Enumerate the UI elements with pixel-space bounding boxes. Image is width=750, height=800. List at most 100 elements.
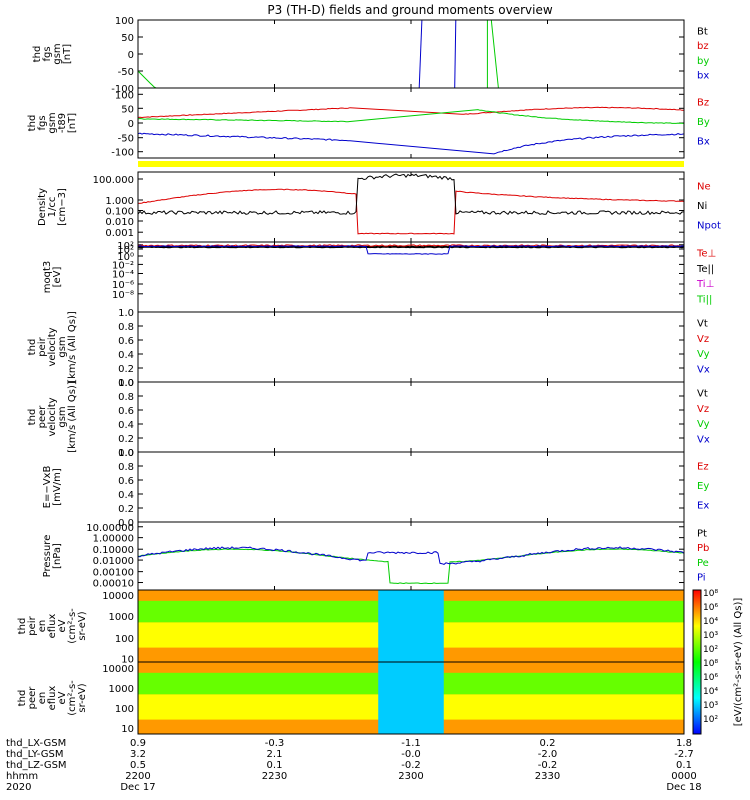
ytick-temp: 10⁻²: [112, 260, 134, 271]
legend-pressure: Pb: [697, 543, 709, 554]
legend-fgs-gsm-t89: By: [697, 117, 710, 128]
xaxis-value: 0.1: [267, 760, 283, 771]
xaxis-value: 2200: [125, 771, 150, 782]
legend-peer-vel: Vx: [697, 434, 710, 445]
legend-temp: Te||: [696, 264, 714, 275]
colorbar-tick: 10⁶: [703, 603, 718, 613]
ytick-fgs-gsm: 0: [128, 50, 134, 61]
ylabel-efield: E=−VxB: [42, 466, 53, 509]
legend-efield: Ex: [697, 501, 709, 512]
legend-peer-vel: Vz: [697, 404, 709, 415]
xaxis-value: 0.5: [130, 760, 146, 771]
ylabel-peir-vel: velocity: [47, 327, 58, 366]
ylabel-fgs-gsm-t89: -t89: [57, 113, 68, 133]
ytick-temp: 10⁻⁶: [112, 280, 134, 291]
ytick-peir-vel: 0.6: [118, 336, 134, 347]
ylabel-fgs-gsm: thd: [32, 46, 43, 63]
legend-efield: Ez: [697, 462, 709, 473]
colorbar-tick: 10²: [703, 645, 718, 655]
ytick-pressure: 0.10000: [93, 545, 134, 556]
ytick-efield: 1.0: [118, 448, 134, 459]
xaxis-row-label: hhmm: [6, 771, 38, 782]
xaxis-value: -2.0: [538, 749, 558, 760]
ytick-fgs-gsm-t89: 0: [128, 119, 134, 130]
ylabel-peer-vel: gsm: [57, 406, 68, 427]
flag-bar: [138, 161, 684, 167]
ytick-peer-en: 1000: [109, 684, 134, 695]
xaxis-value: 1.8: [676, 738, 692, 749]
colorbar-tick: 10³: [703, 701, 718, 711]
legend-peir-vel: Vy: [697, 349, 710, 360]
ytick-efield: 0.8: [118, 462, 134, 473]
ytick-density: 100.000: [93, 175, 134, 186]
panel-frame-fgs-gsm: [137, 19, 685, 89]
legend-fgs-gsm-t89: Bx: [697, 137, 710, 148]
ytick-peer-vel: 0.4: [118, 420, 134, 431]
pi-line: [137, 546, 685, 565]
ytick-peir-vel: 0.0: [118, 378, 134, 389]
ytick-fgs-gsm: 50: [121, 33, 134, 44]
ylabel-fgs-gsm-t89: thd: [27, 115, 38, 132]
colorbar-tick: 10³: [703, 631, 718, 641]
ylabel-pressure: [nPa]: [52, 543, 63, 569]
xaxis-value: -0.2: [538, 760, 558, 771]
ytick-peir-vel: 0.4: [118, 350, 134, 361]
ylabel-peir-en: sr-eV): [77, 611, 88, 640]
ylabel-peir-en: (cm²-s-: [67, 608, 78, 644]
panel-frame-peir-vel: [137, 311, 685, 383]
ytick-fgs-gsm-t89: 50: [121, 104, 134, 115]
xaxis-row-label: thd_LY-GSM: [6, 749, 63, 760]
panel-frame-fgs-gsm-t89: [137, 87, 685, 159]
ylabel-temp: moqt3: [42, 261, 53, 294]
ylabel-fgs-gsm: gsm: [52, 43, 63, 64]
colorbar-tick: 10⁴: [703, 617, 718, 627]
ylabel-efield: [mV/m]: [52, 468, 63, 506]
legend-fgs-gsm-t89: Bz: [697, 98, 709, 109]
colorbar-tick: 10⁶: [703, 673, 718, 683]
ytick-density: 0.100: [105, 207, 134, 218]
colorbar-tick: 10⁴: [703, 687, 718, 697]
ylabel-peer-vel: thd: [27, 409, 38, 426]
xaxis-value: -0.0: [401, 749, 421, 760]
legend-fgs-gsm: bz: [697, 41, 709, 52]
xaxis-value: -2.7: [674, 749, 694, 760]
colorbar-tick: 10⁸: [703, 659, 718, 669]
xaxis-value: -0.2: [401, 760, 421, 771]
ytick-peer-en: 10: [121, 724, 134, 735]
panel-frame-temp: [137, 241, 685, 313]
ylabel-peer-en: thd: [17, 690, 28, 707]
ytick-peer-en: 10000: [102, 664, 134, 675]
ytick-fgs-gsm-t89: -100: [111, 148, 134, 159]
ylabel-pressure: Pressure: [42, 535, 53, 578]
ytick-fgs-gsm: 100: [115, 16, 134, 27]
ylabel-fgs-gsm-t89: gsm: [47, 112, 58, 133]
ylabel-peer-en: (cm²-s-: [67, 680, 78, 716]
ytick-peir-vel: 1.0: [118, 308, 134, 319]
ytick-density: 1.000: [105, 196, 134, 207]
legend-fgs-gsm: bx: [697, 71, 709, 82]
xaxis-value: Dec 18: [666, 782, 701, 793]
colorbar: [692, 589, 702, 735]
ylabel-peir-vel: peir: [37, 336, 48, 356]
ylabel-peir-en: eV: [57, 619, 68, 632]
ytick-pressure: 0.00010: [93, 579, 134, 590]
legend-efield: Ey: [697, 481, 709, 492]
ti-line: [137, 245, 685, 255]
by-spike: [490, 19, 499, 89]
colorbar-tick: 10⁸: [703, 589, 718, 599]
ytick-peir-en: 1000: [109, 612, 134, 623]
ytick-efield: 0.2: [118, 504, 134, 515]
ylabel-peer-vel: [km/s (All Qs)]: [67, 381, 78, 453]
xaxis-row-label: thd_LZ-GSM: [6, 760, 67, 771]
legend-peer-vel: Vt: [697, 389, 708, 400]
ylabel-peir-en: thd: [17, 618, 28, 635]
ylabel-fgs-gsm-t89: [nT]: [67, 113, 78, 133]
ytick-peir-en: 10000: [102, 591, 134, 602]
ytick-pressure: 1.00000: [93, 534, 134, 545]
ylabel-peer-en: eV: [57, 691, 68, 704]
ytick-density: 0.010: [105, 217, 134, 228]
ytick-peir-en: 10: [121, 654, 134, 665]
xaxis-value: 0.1: [676, 760, 692, 771]
xaxis-value: -1.1: [401, 738, 421, 749]
ylabel-density: Density: [37, 188, 48, 226]
